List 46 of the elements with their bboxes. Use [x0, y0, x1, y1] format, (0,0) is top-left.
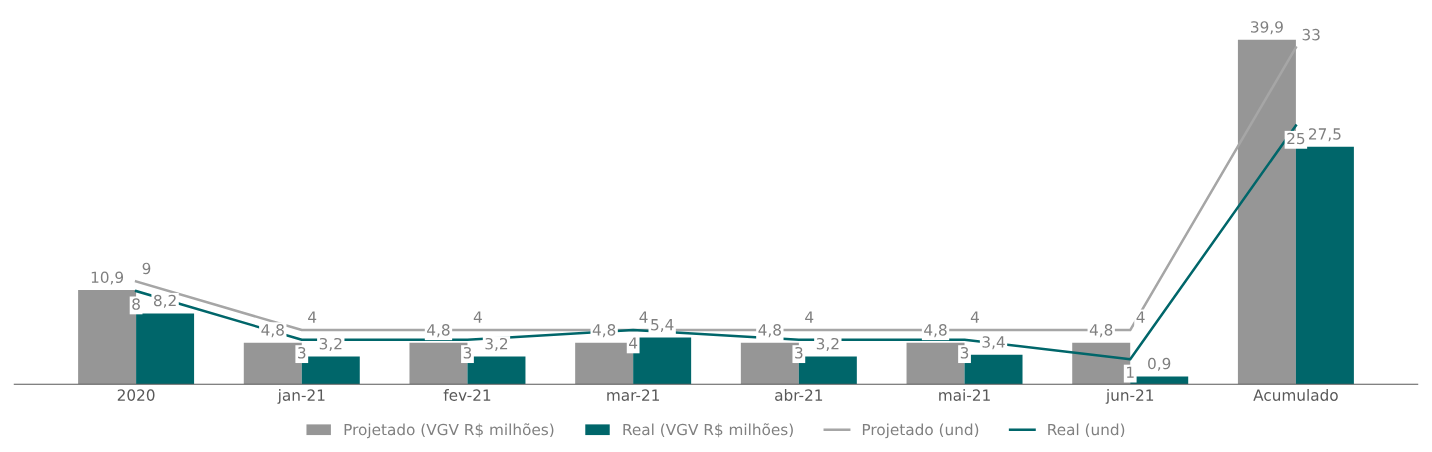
data-label: 4	[473, 311, 482, 323]
x-tick-label: mar-21	[607, 389, 659, 401]
data-label: 0,9	[1148, 357, 1171, 371]
data-label: 4,8	[261, 324, 284, 338]
x-tick-label: mai-21	[939, 389, 990, 401]
data-label: 8	[132, 298, 140, 310]
data-label: 3,2	[485, 337, 508, 352]
data-label: 39,9	[1251, 21, 1283, 35]
x-tick-label: jun-21	[1105, 389, 1154, 404]
data-label: 4	[805, 311, 814, 323]
data-label: 33	[1302, 28, 1320, 41]
data-label: 3	[795, 346, 803, 359]
x-tick-label: 2020	[117, 389, 155, 401]
legend-label: Projetado (und)	[862, 423, 979, 439]
x-tick-label: Acumulado	[1253, 389, 1338, 401]
x-tick-label: jan-21	[277, 389, 325, 404]
legend-label: Real (und)	[1048, 423, 1125, 438]
data-label: 25	[1287, 132, 1305, 145]
data-label: 4	[629, 337, 638, 349]
data-label: 27,5	[1309, 128, 1341, 142]
data-label: 5,4	[651, 319, 674, 333]
data-label: 4,8	[427, 324, 450, 338]
data-label: 3	[463, 346, 472, 359]
data-label: 9	[142, 262, 151, 275]
data-label: 4,8	[758, 324, 781, 338]
data-label: 3,2	[816, 337, 839, 352]
data-label: 4,8	[924, 324, 947, 338]
bar	[1295, 146, 1354, 385]
legend-label: Projetado (VGV R$ milhões)	[344, 423, 554, 439]
data-label: 4	[1136, 311, 1145, 323]
data-label: 4,8	[592, 324, 616, 338]
data-label: 4	[970, 311, 979, 323]
data-label: 4	[308, 311, 317, 323]
legend-label: Real (VGV R$ milhões)	[623, 423, 793, 438]
data-label: 4	[639, 311, 648, 323]
data-label: 4,8	[1089, 324, 1113, 338]
data-label: 3	[960, 346, 969, 359]
data-label: 3	[298, 346, 306, 359]
bar	[136, 313, 195, 385]
x-tick-label: abr-21	[775, 389, 823, 401]
x-tick-label: fev-21	[443, 389, 491, 401]
data-label: 3,4	[982, 336, 1005, 350]
data-label: 3,2	[319, 337, 342, 352]
data-label: 8,2	[153, 294, 176, 308]
data-label: 10,9	[91, 271, 124, 285]
data-label: 1	[1127, 366, 1134, 378]
